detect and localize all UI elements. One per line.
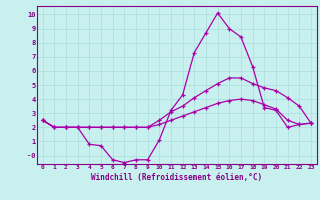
X-axis label: Windchill (Refroidissement éolien,°C): Windchill (Refroidissement éolien,°C) <box>91 173 262 182</box>
